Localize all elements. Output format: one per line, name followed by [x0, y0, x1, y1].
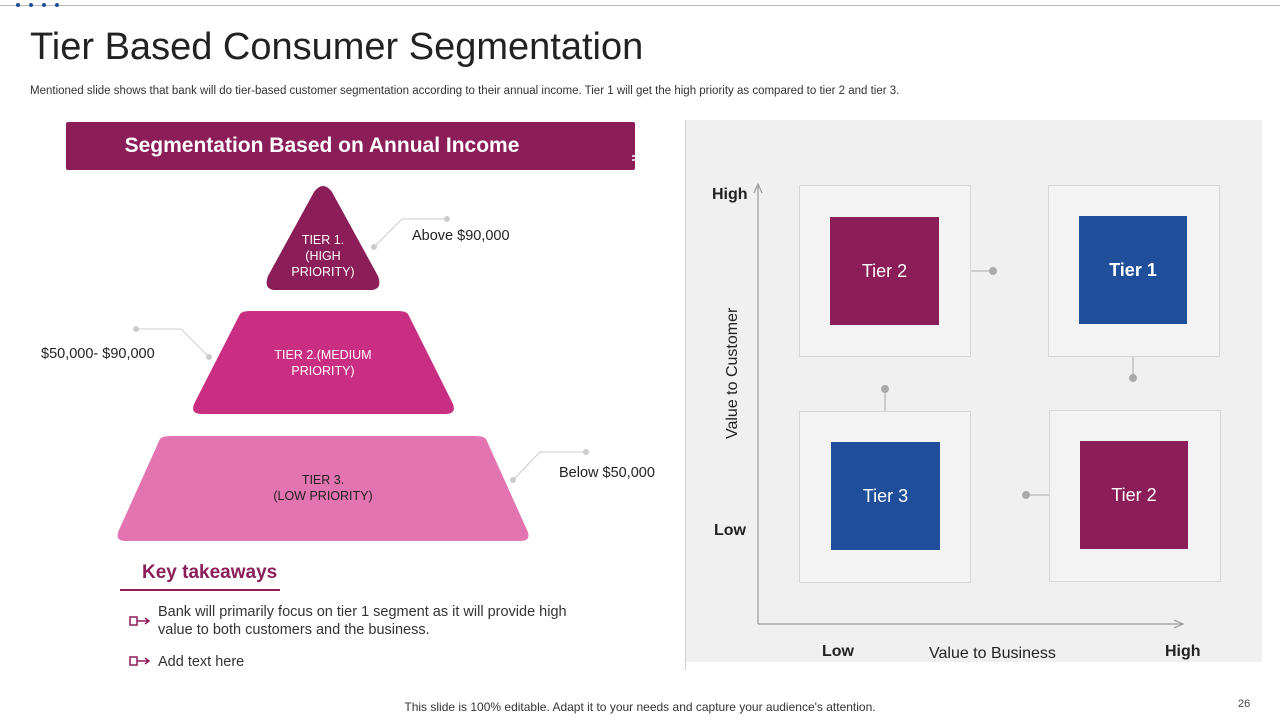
- panel-divider: [685, 120, 686, 670]
- y-axis-low-label: Low: [714, 522, 746, 539]
- matrix-cell: [799, 185, 971, 357]
- arrow-bullet-icon: [129, 616, 151, 626]
- takeaway-item: Add text here: [158, 654, 245, 670]
- page-number: 26: [1238, 698, 1251, 710]
- footer-note: This slide is 100% editable. Adapt it to…: [404, 700, 876, 714]
- segmented-circle-hand-icon: [632, 133, 667, 161]
- tier-3-range: Below $50,000: [559, 465, 655, 481]
- tier-box: Tier 3: [831, 442, 940, 550]
- page-title: Tier Based Consumer Segmentation: [30, 26, 644, 68]
- tier-1-label: TIER 1. (HIGH PRIORITY): [291, 233, 355, 279]
- takeaway-item: Bank will primarily focus on tier 1 segm…: [158, 604, 567, 638]
- tier-3-label: TIER 3. (LOW PRIORITY): [273, 473, 373, 503]
- tier-box: Tier 2: [1080, 441, 1188, 549]
- pyramid-connectors: [133, 216, 589, 483]
- tier-1-shape: [266, 186, 380, 290]
- arrow-bullet-icon: [129, 656, 151, 666]
- tier-1-range: Above $90,000: [412, 228, 510, 244]
- tier-3-shape: [117, 436, 529, 541]
- tier-2-shape: [193, 311, 454, 414]
- x-axis-high-label: High: [1165, 643, 1201, 660]
- tier-box: Tier 1: [1079, 216, 1187, 324]
- tier-box: Tier 2: [830, 217, 939, 325]
- matrix-connectors: [881, 267, 1137, 499]
- tier-2-range: $50,000- $90,000: [41, 346, 155, 362]
- y-axis-high-label: High: [712, 186, 748, 203]
- page-subtitle: Mentioned slide shows that bank will do …: [30, 85, 900, 97]
- x-axis-low-label: Low: [822, 643, 854, 660]
- key-takeaways-title: Key takeaways: [142, 562, 278, 583]
- top-rule: [0, 5, 1280, 6]
- key-takeaways-underline: [120, 589, 280, 591]
- x-axis-title: Value to Business: [929, 645, 1056, 662]
- decorative-dots: [16, 3, 59, 7]
- tier-2-label: TIER 2.(MEDIUM PRIORITY): [274, 348, 372, 378]
- segmentation-banner: Segmentation Based on Annual Income: [66, 122, 667, 170]
- banner-title: Segmentation Based on Annual Income: [124, 134, 520, 157]
- y-axis-title: Value to Customer: [724, 307, 741, 439]
